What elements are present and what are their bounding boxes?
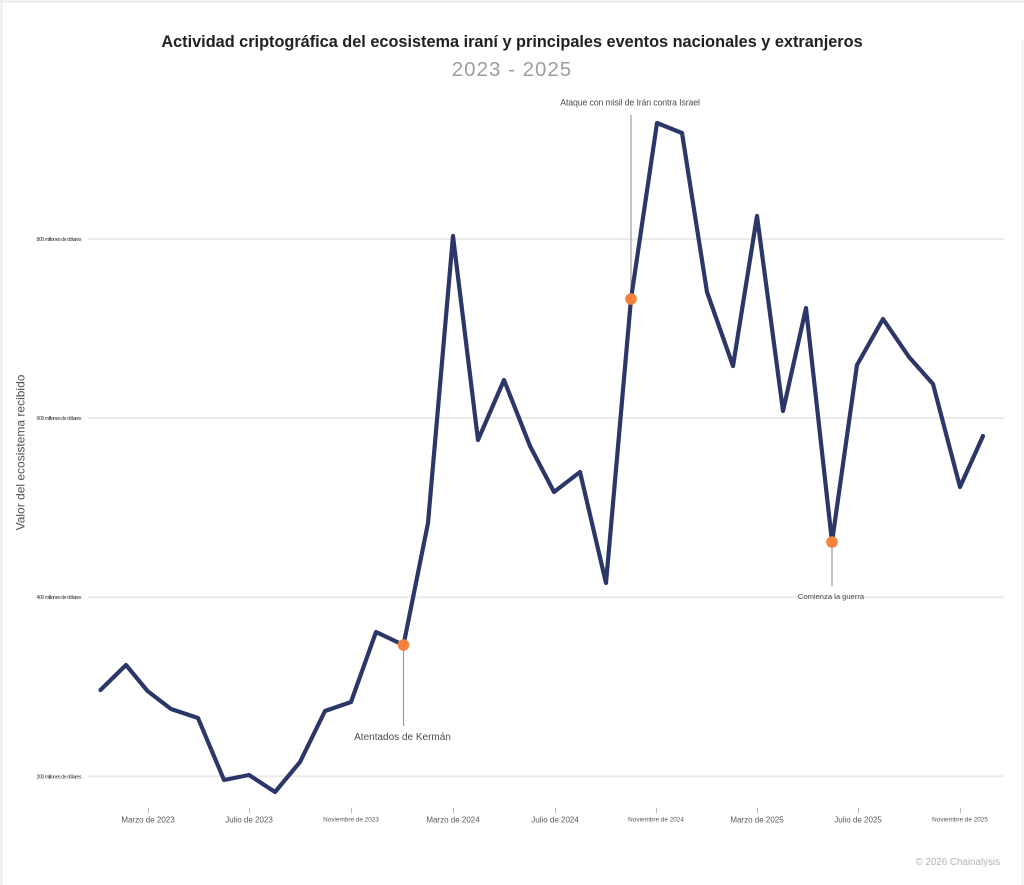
svg-text:Marzo de 2024: Marzo de 2024: [426, 816, 480, 825]
svg-text:Atentados de Kermán: Atentados de Kermán: [354, 732, 451, 743]
svg-text:© 2026 Chainalysis: © 2026 Chainalysis: [915, 857, 1000, 868]
svg-text:Julio de 2023: Julio de 2023: [225, 816, 273, 825]
svg-text:Ataque con misil de Irán contr: Ataque con misil de Irán contra Israel: [560, 98, 700, 108]
svg-text:Noviembre de 2023: Noviembre de 2023: [323, 817, 379, 824]
svg-text:Julio de 2025: Julio de 2025: [834, 816, 882, 825]
svg-text:2023 - 2025: 2023 - 2025: [452, 58, 572, 81]
svg-text:600 millones de dólares: 600 millones de dólares: [37, 416, 82, 422]
svg-text:400 millones de dólares: 400 millones de dólares: [37, 595, 82, 601]
svg-text:Marzo de 2025: Marzo de 2025: [730, 816, 784, 825]
svg-text:Julio de 2024: Julio de 2024: [531, 816, 579, 825]
svg-text:Actividad criptográfica del ec: Actividad criptográfica del ecosistema i…: [161, 33, 862, 51]
svg-text:Valor del ecosistema recibido: Valor del ecosistema recibido: [14, 374, 28, 530]
svg-text:Noviembre de 2024: Noviembre de 2024: [628, 817, 684, 824]
svg-text:800 millones de dólares: 800 millones de dólares: [37, 237, 82, 243]
svg-text:200 millones de dólares: 200 millones de dólares: [37, 774, 82, 780]
svg-text:Marzo de 2023: Marzo de 2023: [121, 816, 175, 825]
svg-text:Comienza la guerra: Comienza la guerra: [798, 592, 865, 601]
svg-text:Noviembre de 2025: Noviembre de 2025: [932, 817, 988, 824]
